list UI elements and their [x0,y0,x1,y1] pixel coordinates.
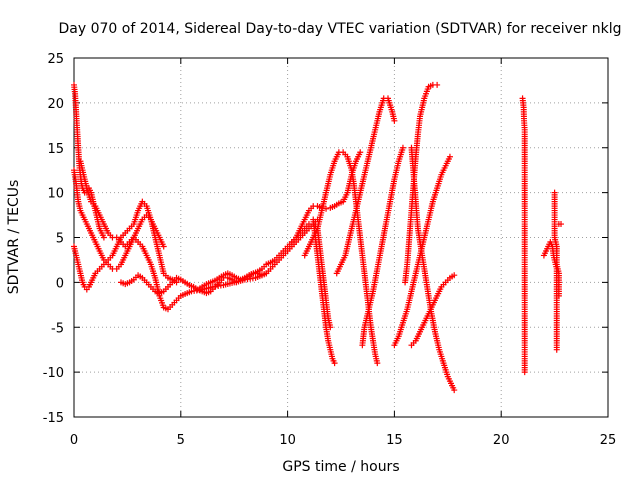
series-sat-j [333,95,398,277]
x-tick-label: 15 [386,433,403,448]
data-point [451,387,458,394]
data-point [434,81,441,88]
y-tick-label: 10 [47,187,64,202]
y-tick-label: -10 [43,366,64,381]
data-point [391,117,398,124]
x-tick-label: 5 [177,433,185,448]
data-point [100,234,107,241]
x-tick-label: 10 [279,433,296,448]
y-tick-label: -15 [43,411,64,426]
data-point [446,153,453,160]
x-tick-label: 0 [70,433,78,448]
y-tick-labels: -15 -10 -5 0 5 10 15 20 25 [43,52,64,426]
data-point [399,144,406,151]
y-tick-label: 15 [47,142,64,157]
x-tick-label: 25 [600,433,617,448]
data-point [451,272,458,279]
series-sat-d [77,158,270,313]
series-sat-b [71,167,167,272]
series-sat-o [408,272,458,349]
series-sat-k [359,144,406,349]
chart-title: Day 070 of 2014, Sidereal Day-to-day VTE… [59,21,622,37]
data-point [553,346,560,353]
y-tick-label: 25 [47,52,64,67]
series-sat-i [310,216,338,367]
data-point [357,149,364,156]
x-axis-label: GPS time / hours [282,459,399,475]
y-tick-label: -5 [51,321,64,336]
y-tick-label: 20 [47,97,64,112]
data-series [71,81,565,394]
series-sat-h [301,149,381,367]
data-point [521,369,528,376]
series-sat-c [71,198,180,293]
grid [74,58,608,417]
x-tick-labels: 0 5 10 15 20 25 [70,433,616,448]
series-sat-p [519,95,528,376]
data-point [374,360,381,367]
series-sat-e [117,216,321,297]
data-point [331,360,338,367]
y-tick-label: 0 [56,276,64,291]
data-point [160,243,167,250]
data-point [558,221,565,228]
y-tick-label: 5 [56,232,64,247]
data-point [555,292,562,299]
x-tick-label: 20 [493,433,510,448]
y-axis-label: SDTVAR / TECUs [6,180,22,295]
series-sat-l [391,153,453,349]
series-sat-r [551,189,565,299]
